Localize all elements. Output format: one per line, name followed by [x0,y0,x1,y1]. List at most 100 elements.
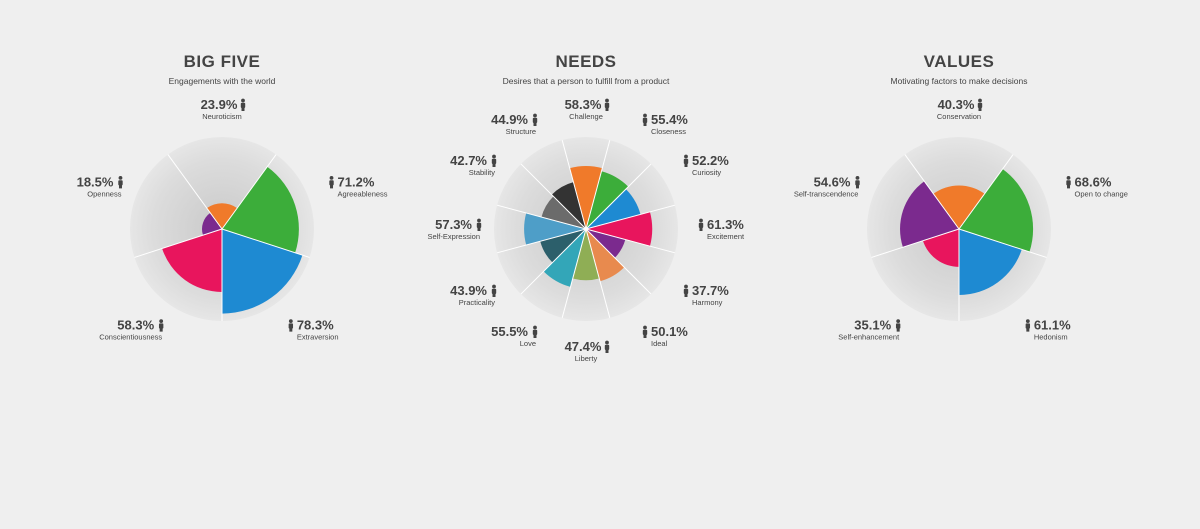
label-agreeableness: 71.2%Agreeableness [329,174,388,198]
label-closeness: 55.4%Closeness [642,112,688,136]
person-icon [158,319,164,332]
wedge-extraversion [222,229,303,314]
wedge-separator [585,228,611,318]
wedge-closeness [586,171,629,229]
category-label: Neuroticism [202,112,242,121]
value-label: 44.9% [491,112,528,127]
person-icon [855,175,860,189]
person-icon [491,284,497,297]
big-five-chart: 23.9%Neuroticism 71.2%Agreeableness 78.3%E… [77,97,388,342]
category-label: Self-transcendence [794,189,859,198]
wedge-structure [551,182,586,229]
value-label: 47.4% [565,339,602,354]
value-label: 40.3% [938,97,975,112]
category-label: Structure [506,127,536,136]
label-conscientiousness: 58.3%Conscientiousness [99,318,164,342]
wedge-separator [585,163,652,230]
label-stability: 42.7%Stability [450,153,497,177]
wedge-self-enhancement [922,229,959,267]
values-subtitle: Motivating factors to make decisions [890,76,1028,86]
person-icon [118,175,123,189]
needs-panel: NEEDS Desires that a person to fulfill f… [386,0,786,529]
wedge-openness [202,212,222,236]
label-structure: 44.9%Structure [491,112,538,136]
value-label: 58.3% [117,318,154,333]
person-icon [532,113,538,127]
person-icon [642,325,648,338]
wedge-neuroticism [206,203,238,229]
wedge-separator [520,228,587,295]
value-label: 61.1% [1034,318,1071,333]
person-icon [698,218,704,231]
value-label: 54.6% [814,174,851,189]
person-icon [895,319,901,332]
big-five-subtitle: Engagements with the world [168,76,276,86]
person-icon [604,340,610,353]
wedge-hedonism [959,229,1022,295]
person-icon [604,98,610,111]
big-five-panel: BIG FIVE Engagements with the world 23.9… [22,0,422,529]
wedge-separator [167,154,223,230]
person-icon [329,175,334,189]
person-icon [683,154,689,167]
wedge-separator [585,228,675,254]
label-self-transcendence: 54.6%Self-transcendence [794,174,860,198]
category-label: Conscientiousness [99,333,162,342]
value-label: 57.3% [435,217,472,232]
value-label: 78.3% [297,318,334,333]
category-label: Challenge [569,112,603,121]
value-label: 50.1% [651,324,688,339]
wedge-open-to-change [959,169,1034,252]
category-label: Harmony [692,298,723,307]
category-label: Ideal [651,339,668,348]
wedge-love [543,229,586,287]
label-self-enhancement: 35.1%Self-enhancement [838,318,901,342]
category-label: Closeness [651,127,686,136]
wedge-conscientiousness [162,229,222,292]
values-chart: 40.3%Conservation 68.6%Open to change 61.1… [794,97,1128,342]
label-excitement: 61.3%Excitement [698,217,745,241]
needs-subtitle: Desires that a person to fulfill from a … [502,76,670,86]
value-label: 68.6% [1075,174,1112,189]
category-label: Love [520,339,536,348]
wedge-separator [585,204,675,230]
person-icon [532,325,538,338]
category-label: Stability [469,168,496,177]
category-label: Practicality [459,298,496,307]
person-icon [642,113,648,127]
label-love: 55.5%Love [491,324,538,348]
wedge-liberty [572,229,600,281]
category-label: Openness [87,189,121,198]
wedge-harmony [586,229,626,258]
wedge-separator [497,228,587,254]
category-label: Liberty [575,354,598,363]
category-label: Hedonism [1034,333,1068,342]
wedge-excitement [586,211,653,247]
person-icon [476,218,482,231]
value-label: 52.2% [692,153,729,168]
category-label: Self-enhancement [838,333,900,342]
label-ideal: 50.1%Ideal [642,324,688,348]
needs-chart: 58.3%Challenge 55.4%Closeness 52.2%Curiosi… [427,97,745,363]
label-conservation: 40.3%Conservation [937,97,983,121]
wedge-stability [541,196,586,229]
wedge-separator [585,228,652,295]
value-label: 37.7% [692,283,729,298]
wedge-curiosity [586,189,641,229]
wedge-separator [134,228,223,258]
label-challenge: 58.3%Challenge [565,97,610,121]
label-extraversion: 78.3%Extraversion [288,318,339,342]
wedge-separator [497,204,587,230]
wedge-separator [520,163,587,230]
category-label: Extraversion [297,333,339,342]
label-openness: 18.5%Openness [77,174,123,198]
value-label: 55.4% [651,112,688,127]
label-liberty: 47.4%Liberty [565,339,610,363]
wedge-separator [904,154,960,230]
category-label: Curiosity [692,168,721,177]
category-label: Conservation [937,112,981,121]
category-label: Agreeableness [338,189,388,198]
label-harmony: 37.7%Harmony [683,283,729,307]
wedge-separator [221,154,277,230]
wedge-separator [221,228,310,258]
